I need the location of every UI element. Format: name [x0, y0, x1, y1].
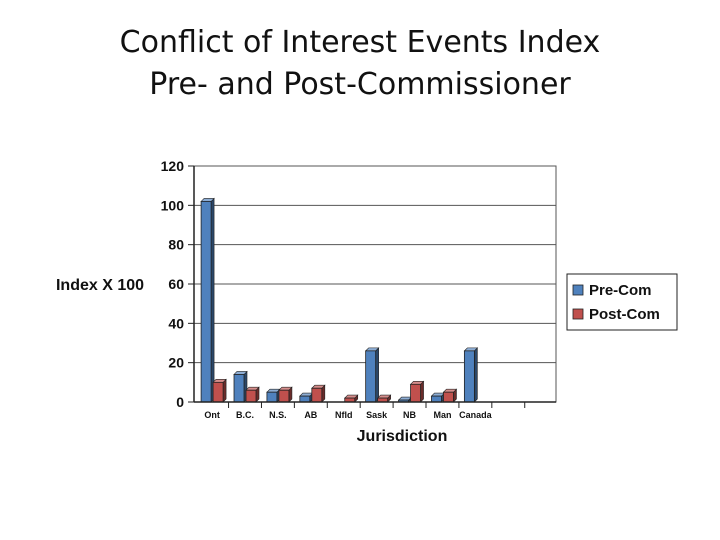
- y-tick-label: 100: [161, 197, 185, 213]
- slide-title-line-2: Pre- and Post-Commissioner: [149, 67, 571, 102]
- y-tick-label: 0: [176, 394, 184, 410]
- legend-label: Pre-Com: [589, 282, 652, 299]
- x-category-label: B.C.: [236, 410, 254, 420]
- bar-post-com: [245, 386, 260, 403]
- slide-title-line-1: Conflict of Interest Events Index: [119, 25, 601, 60]
- bars: [200, 197, 479, 403]
- y-tick-label: 80: [168, 237, 184, 253]
- x-category-label: Ont: [204, 410, 220, 420]
- axes: 0 20 40 60 80 100 120 Ont B.C. N.S. AB Nfld Sask NB Ma…: [161, 158, 556, 420]
- y-tick-label: 120: [161, 158, 185, 174]
- bar-post-com: [442, 388, 458, 403]
- x-category-label: Nfld: [335, 410, 353, 420]
- x-axis-title: Jurisdiction: [357, 428, 448, 445]
- y-tick-label: 60: [168, 276, 184, 292]
- bar-post-com: [344, 394, 359, 403]
- bar-post-com: [278, 386, 293, 403]
- bar-pre-com: [430, 392, 446, 403]
- legend-swatch: [572, 308, 584, 320]
- x-category-label: AB: [304, 410, 317, 420]
- bar-post-com: [311, 384, 326, 403]
- x-category-label: Man: [433, 410, 451, 420]
- slide-title: Conflict of Interest Events Index Pre- a…: [0, 22, 720, 106]
- bar-pre-com: [233, 370, 248, 403]
- legend-label: Post-Com: [589, 306, 660, 323]
- legend: Pre-Com Post-Com: [566, 273, 678, 331]
- x-category-label: Sask: [366, 410, 388, 420]
- legend-box: [566, 273, 678, 331]
- legend-swatch: [572, 284, 584, 296]
- bar-post-com: [212, 378, 227, 403]
- bar-pre-com: [266, 388, 281, 403]
- bar-pre-com: [299, 392, 314, 403]
- bar-post-com: [409, 380, 425, 403]
- bar-post-com: [376, 394, 392, 403]
- y-tick-label: 40: [168, 315, 184, 331]
- y-axis-title: Index X 100: [56, 277, 144, 294]
- bar-pre-com: [463, 347, 479, 403]
- x-category-label: Canada: [459, 410, 493, 420]
- bar-pre-com: [200, 197, 215, 403]
- y-tick-label: 20: [168, 355, 184, 371]
- x-category-label: N.S.: [269, 410, 287, 420]
- bar-pre-com: [364, 347, 380, 403]
- x-category-label: NB: [403, 410, 416, 420]
